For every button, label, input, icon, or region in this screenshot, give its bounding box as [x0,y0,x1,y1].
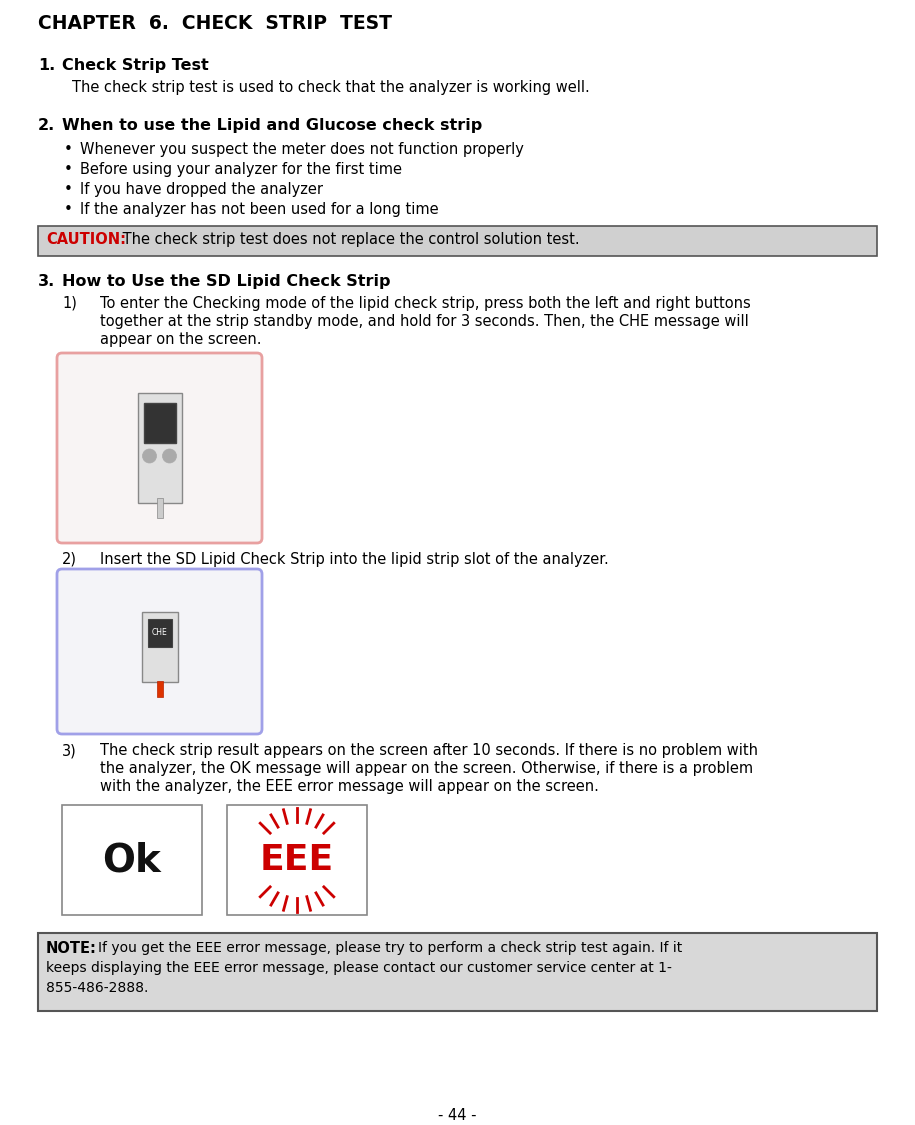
Text: How to Use the SD Lipid Check Strip: How to Use the SD Lipid Check Strip [62,274,391,289]
Text: •: • [64,162,73,177]
Text: NOTE:: NOTE: [46,940,97,956]
Text: - 44 -: - 44 - [438,1108,477,1123]
Bar [137,393,181,503]
Text: The check strip test is used to check that the analyzer is working well.: The check strip test is used to check th… [72,80,590,94]
Bar [156,498,163,518]
Text: Insert the SD Lipid Check Strip into the lipid strip slot of the analyzer.: Insert the SD Lipid Check Strip into the… [100,552,608,567]
Text: 3.: 3. [38,274,55,289]
Bar [38,226,877,256]
Circle shape [143,449,156,463]
Text: 2): 2) [62,552,77,567]
Text: •: • [64,182,73,197]
Text: 3): 3) [62,742,77,758]
Text: with the analyzer, the EEE error message will appear on the screen.: with the analyzer, the EEE error message… [100,778,599,794]
Circle shape [163,449,177,463]
Text: CHAPTER  6.  CHECK  STRIP  TEST: CHAPTER 6. CHECK STRIP TEST [38,14,392,33]
Bar [142,612,178,682]
Bar [227,806,367,915]
Text: 1): 1) [62,296,77,310]
Text: 855-486-2888.: 855-486-2888. [46,981,148,994]
Text: The check strip test does not replace the control solution test.: The check strip test does not replace th… [118,232,579,248]
Text: If the analyzer has not been used for a long time: If the analyzer has not been used for a … [80,202,438,217]
Text: •: • [64,202,73,217]
Text: If you get the EEE error message, please try to perform a check strip test again: If you get the EEE error message, please… [98,940,683,955]
Bar [62,806,202,915]
Text: To enter the Checking mode of the lipid check strip, press both the left and rig: To enter the Checking mode of the lipid … [100,296,750,310]
Text: CHE: CHE [152,628,167,637]
FancyBboxPatch shape [57,569,262,734]
Text: Before using your analyzer for the first time: Before using your analyzer for the first… [80,162,402,177]
Text: If you have dropped the analyzer: If you have dropped the analyzer [80,182,323,197]
Text: CAUTION:: CAUTION: [46,232,126,248]
Text: Whenever you suspect the meter does not function properly: Whenever you suspect the meter does not … [80,142,524,158]
Bar [38,933,877,1011]
Text: The check strip result appears on the screen after 10 seconds. If there is no pr: The check strip result appears on the sc… [100,742,758,758]
Text: 1.: 1. [38,58,55,73]
Text: the analyzer, the OK message will appear on the screen. Otherwise, if there is a: the analyzer, the OK message will appear… [100,760,753,776]
Bar [147,619,171,647]
Text: together at the strip standby mode, and hold for 3 seconds. Then, the CHE messag: together at the strip standby mode, and … [100,314,748,328]
Text: appear on the screen.: appear on the screen. [100,332,262,346]
Text: When to use the Lipid and Glucose check strip: When to use the Lipid and Glucose check … [62,118,482,133]
FancyBboxPatch shape [57,353,262,543]
Text: •: • [64,142,73,158]
Text: Ok: Ok [102,842,161,879]
Text: 2.: 2. [38,118,55,133]
Text: keeps displaying the EEE error message, please contact our customer service cent: keeps displaying the EEE error message, … [46,961,672,975]
Text: EEE: EEE [260,843,334,878]
Bar [156,681,163,696]
Text: Check Strip Test: Check Strip Test [62,58,209,73]
Bar [144,403,176,443]
